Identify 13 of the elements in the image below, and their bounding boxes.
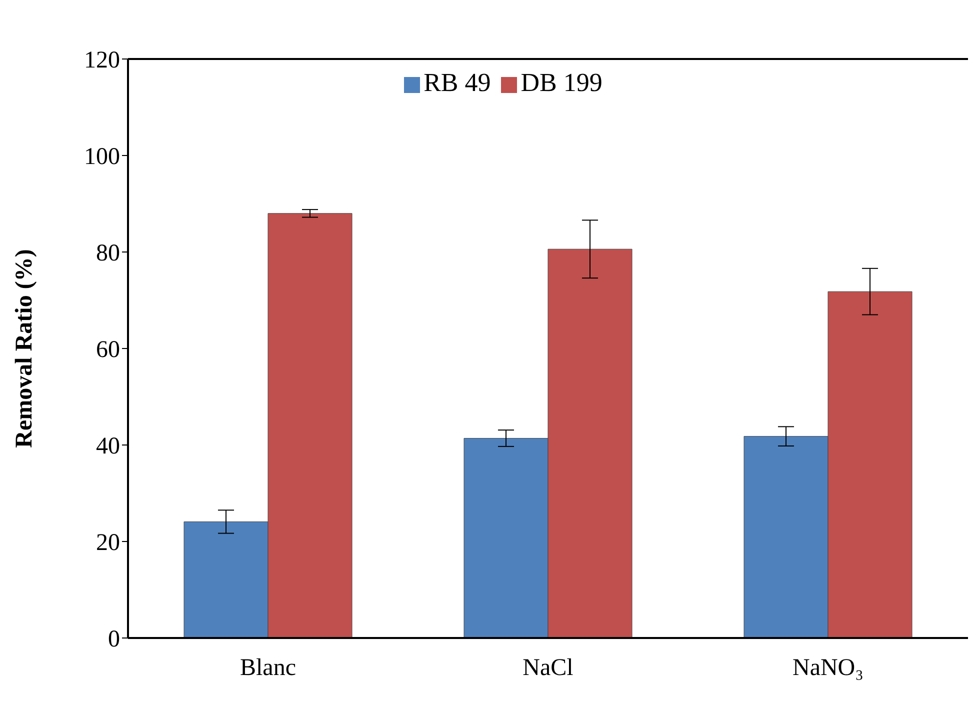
x-tick-label: NaNO₃: [792, 655, 864, 682]
y-tick-label: 80: [96, 240, 120, 267]
y-tick-label: 60: [96, 337, 120, 364]
y-tick-label: 120: [84, 48, 120, 74]
y-tick-label: 0: [108, 626, 120, 653]
y-tick-label: 100: [84, 144, 120, 170]
x-tick-label: NaCl: [522, 655, 574, 682]
x-tick-label: Blanc: [240, 655, 296, 682]
y-axis-title: Removal Ratio (%): [12, 249, 38, 448]
legend-label: DB 199: [520, 68, 602, 97]
y-tick-label: 20: [96, 530, 120, 556]
y-tick-label: 40: [96, 434, 120, 460]
legend-label: RB 49: [424, 68, 491, 97]
